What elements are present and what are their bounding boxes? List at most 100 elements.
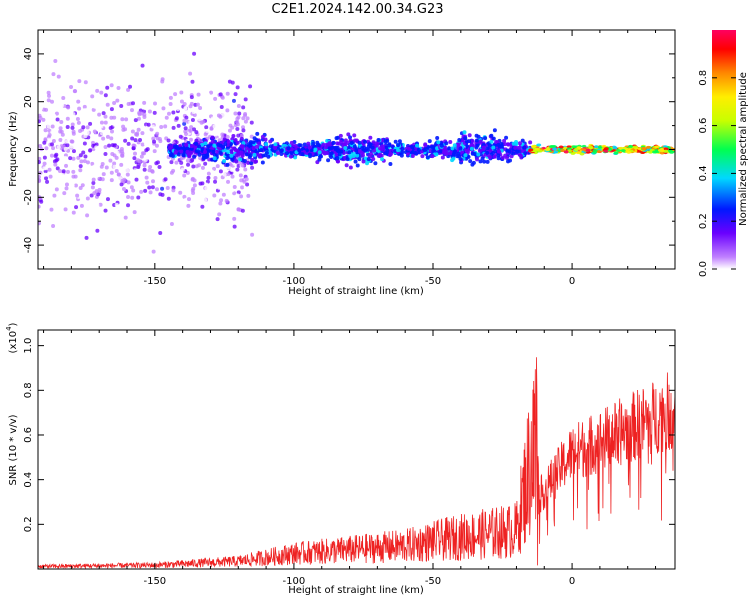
heatmap-cell [218,150,223,155]
heatmap-cell [213,175,218,180]
heatmap-cell [61,169,66,174]
heatmap-cell [170,153,175,158]
heatmap-cell [506,142,511,147]
heatmap-cell [109,136,114,141]
heatmap-cell [65,116,70,121]
heatmap-cell [396,143,401,148]
heatmap-cell [91,180,96,185]
heatmap-cell [380,157,385,162]
heatmap-cell [222,137,227,142]
heatmap-cell [353,138,358,143]
heatmap-cell [238,157,243,162]
heatmap-cell [400,146,405,151]
heatmap-cell [122,200,127,205]
heatmap-cell [38,160,41,165]
heatmap-cell [54,187,59,192]
heatmap-cell [71,174,76,179]
heatmap-cell [184,131,189,136]
heatmap-cell [42,155,47,160]
heatmap-cell [346,132,351,137]
heatmap-cell [126,180,131,185]
heatmap-cell [194,210,199,215]
heatmap-cell [425,155,430,160]
heatmap-cell [46,90,51,95]
heatmap-cell [620,149,626,153]
heatmap-cell [227,79,232,84]
heatmap-cell [474,138,479,143]
heatmap-cell [206,171,211,176]
heatmap-cell [120,117,125,122]
heatmap-cell [79,159,84,164]
heatmap-cell [191,110,196,115]
heatmap-cell [85,213,90,218]
heatmap-cell [71,156,76,161]
heatmap-cell [63,146,68,151]
heatmap-cell [573,148,579,152]
heatmap-cell [234,153,239,158]
heatmap-cell [133,118,138,123]
heatmap-cell [504,135,509,140]
heatmap-cell [150,169,155,174]
heatmap-cell [179,99,184,104]
heatmap-cell [92,129,97,134]
heatmap-cell [268,150,273,155]
heatmap-cell [230,188,235,193]
heatmap-cell [372,148,377,153]
heatmap-cell [469,146,474,151]
heatmap-cell [225,108,230,113]
heatmap-cell [114,202,119,207]
heatmap-cell [170,53,175,58]
heatmap-cell [357,140,362,145]
heatmap-cell [196,176,201,181]
heatmap-cell [63,119,68,124]
heatmap-cell [485,150,490,155]
heatmap-cell [209,90,214,95]
heatmap-cell [188,128,193,133]
heatmap-cell [107,143,112,148]
heatmap-cell [94,145,99,150]
heatmap-cell [427,139,432,144]
heatmap-cell [38,105,41,110]
x-tick-label: -50 [425,576,441,587]
heatmap-cell [523,151,528,156]
heatmap-cell [410,150,415,155]
heatmap-cell [505,148,510,153]
heatmap-cell [410,154,415,159]
heatmap-cell [183,126,188,131]
heatmap-cell [344,163,349,168]
heatmap-cell [515,149,520,154]
heatmap-cell [239,169,244,174]
heatmap-cell [72,89,77,94]
heatmap-cell [480,156,485,161]
heatmap-cell [115,188,120,193]
heatmap-cell [84,176,89,181]
heatmap-cell [43,128,48,133]
heatmap-cell [215,217,220,222]
heatmap-cell [167,145,172,150]
heatmap-cell [189,144,194,149]
heatmap-cell [147,168,152,173]
colorbar-tick-label: 0.0 [698,261,709,277]
heatmap-cell [276,146,281,151]
heatmap-cell [44,176,49,181]
heatmap-cell [601,144,607,148]
heatmap-cell [213,179,218,184]
heatmap-cell [322,150,327,155]
heatmap-cell [75,193,80,198]
heatmap-cell [448,151,453,156]
heatmap-cell [136,195,141,200]
heatmap-cell [313,147,318,152]
heatmap-cell [109,170,114,175]
heatmap-cell [63,155,68,160]
heatmap-cell [194,138,199,143]
heatmap-cell [106,187,111,192]
heatmap-cell [192,178,197,183]
heatmap-cell [260,134,265,139]
x-tick-label: -100 [283,276,306,287]
heatmap-cell [257,141,262,146]
heatmap-cell [371,156,376,161]
heatmap-cell [73,183,78,188]
heatmap-cell [183,197,188,202]
heatmap-cell [182,194,187,199]
heatmap-cell [497,150,502,155]
